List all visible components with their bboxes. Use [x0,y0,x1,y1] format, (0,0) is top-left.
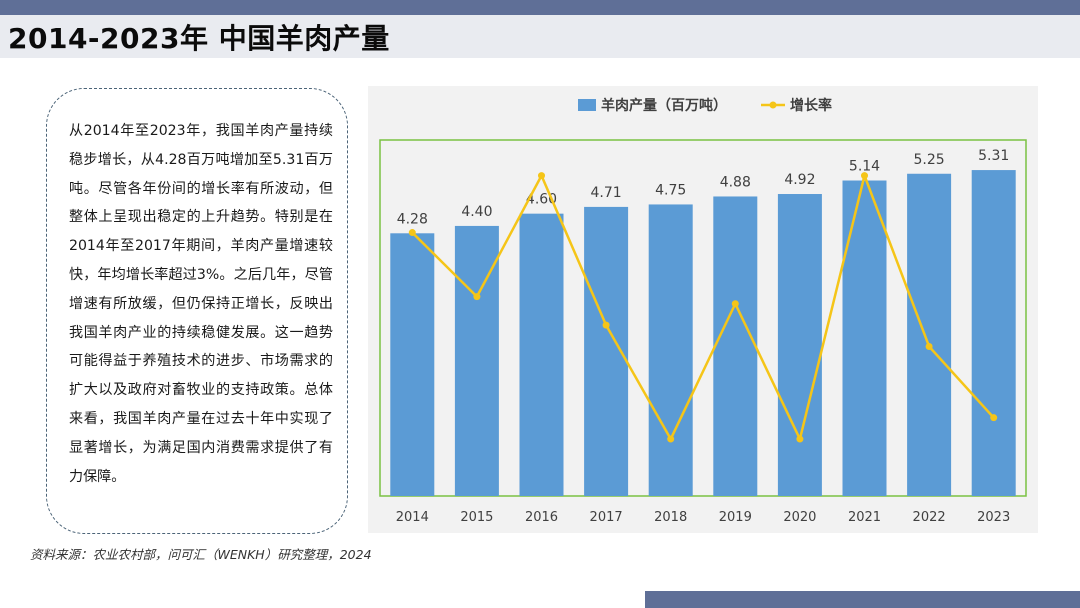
bar-2020 [777,194,822,496]
page-title: 2014-2023年 中国羊肉产量 [8,22,390,55]
growth-rate-point-2015 [473,293,481,301]
growth-rate-point-2022 [925,342,933,350]
summary-text-box: 从2014年至2023年，我国羊肉产量持续稳步增长，从4.28百万吨增加至5.3… [46,88,348,534]
plot-frame [379,139,1027,497]
growth-rate-point-2023 [990,414,998,422]
growth-rate-point-2021 [861,172,868,180]
data-label-2022: 5.25 [914,152,945,168]
x-tick-2015: 2015 [460,510,493,525]
legend-bar-swatch [578,99,596,111]
bottom-accent-bar [645,591,1080,608]
x-tick-2014: 2014 [396,510,429,525]
x-tick-2018: 2018 [654,510,687,525]
growth-rate-point-2019 [731,300,739,308]
x-tick-2022: 2022 [913,510,946,525]
growth-rate-point-2018 [667,435,675,443]
growth-rate-point-2017 [602,321,610,329]
title-band [0,15,1080,58]
bar-2019 [713,196,758,496]
bar-2018 [648,204,693,496]
source-note: 资料来源：农业农村部，问可汇（WENKH）研究整理，2024 [30,547,372,562]
growth-rate-point-2020 [796,435,804,443]
data-label-2017: 4.71 [591,185,622,201]
bar-2022 [907,173,952,497]
legend-line-marker [769,101,777,109]
data-label-2015: 4.40 [461,204,492,220]
growth-rate-line [411,174,995,441]
x-tick-2020: 2020 [783,510,816,525]
data-label-2021: 5.14 [849,159,880,175]
data-label-2019: 4.88 [720,174,751,190]
x-tick-2017: 2017 [590,510,623,525]
growth-rate-point-2016 [538,172,545,180]
x-tick-2023: 2023 [977,510,1010,525]
growth-rate-point-2014 [408,229,416,237]
x-tick-2016: 2016 [525,510,558,525]
bar-2014 [390,233,435,496]
summary-paragraph: 从2014年至2023年，我国羊肉产量持续稳步增长，从4.28百万吨增加至5.3… [69,123,333,485]
x-tick-2019: 2019 [719,510,752,525]
bar-2021 [842,180,887,496]
data-label-2018: 4.75 [655,182,686,198]
legend-line-label: 增长率 [790,97,832,114]
top-accent-bar [0,0,1080,15]
legend-bar-label: 羊肉产量（百万吨） [601,97,727,114]
data-label-2014: 4.28 [397,211,428,227]
data-label-2023: 5.31 [978,148,1009,164]
bar-2023 [971,170,1016,496]
production-chart: 羊肉产量（百万吨） 增长率4.2820144.4020154.6020164.71… [379,97,1027,525]
x-tick-2021: 2021 [848,510,881,525]
bar-2016 [519,213,564,496]
data-label-2020: 4.92 [784,172,815,188]
